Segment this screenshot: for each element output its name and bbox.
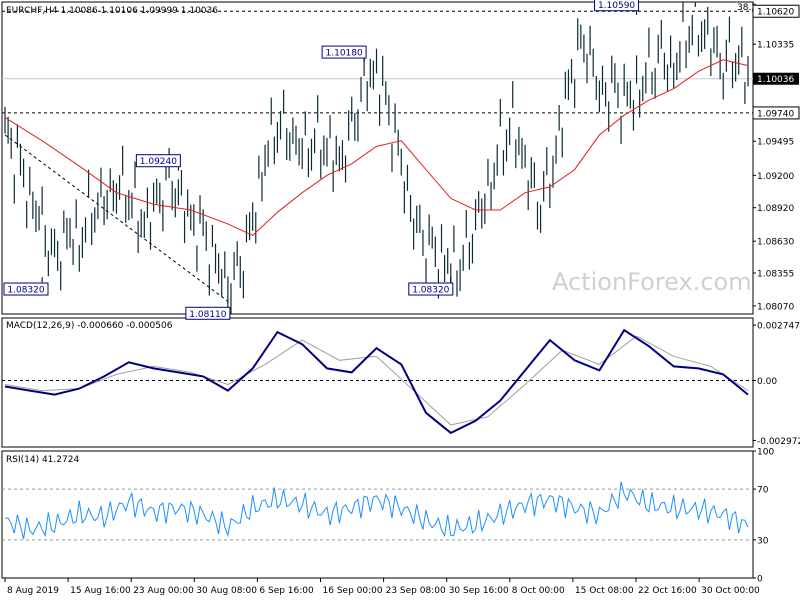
annotation-label: 1.08320: [412, 286, 449, 296]
y-tick-label: 1.08070: [757, 302, 794, 312]
trendline: [4, 134, 229, 302]
current-price-box: [753, 72, 799, 85]
current-price-label: 1.10036: [757, 75, 794, 85]
x-tick-label: 8 Aug 2019: [7, 586, 59, 596]
price-annotation: 1.10590: [594, 0, 640, 15]
y-tick-label: 1.09740: [757, 109, 794, 119]
x-tick-label: 15 Aug 16:00: [70, 586, 131, 596]
macd-panel: [1, 317, 754, 448]
price-annotation: 1.09240: [135, 154, 181, 171]
y-tick-label: 1.08920: [757, 204, 794, 214]
annotation-label: 1.10180: [326, 49, 363, 59]
x-tick-label: 16 Sep 00:00: [323, 586, 383, 596]
annotation-box: [594, 0, 640, 12]
moving-average-line: [4, 59, 749, 236]
rsi-y-label: 30: [757, 536, 769, 546]
x-tick-label: 15 Oct 08:00: [575, 586, 634, 596]
macd-y-label: 0.00: [757, 377, 777, 387]
x-tick-label: 6 Sep 16:00: [259, 586, 314, 596]
x-tick-label: 22 Oct 16:00: [638, 586, 697, 596]
price-annotation: 1.08110: [185, 301, 231, 320]
y-tick-label: 1.10335: [757, 41, 794, 51]
level-label-box: [752, 4, 800, 18]
x-tick-label: 23 Sep 08:00: [386, 586, 446, 596]
annotation-box: [408, 282, 454, 296]
y-tick-label: 1.08630: [757, 238, 794, 248]
macd-signal-line: [4, 335, 749, 426]
macd-y-label: -0.002972: [757, 437, 800, 447]
rsi-y-label: 100: [757, 448, 774, 458]
corner-value: 38.2: [737, 3, 757, 13]
y-tick-label: 1.09495: [757, 138, 794, 148]
x-tick-label: 8 Oct 00:00: [512, 586, 565, 596]
rsi-panel: [1, 450, 754, 579]
annotation-box: [3, 282, 49, 296]
x-tick-label: 30 Sep 16:00: [449, 586, 509, 596]
rsi-y-label: 0: [757, 575, 763, 585]
macd-line: [4, 328, 749, 435]
annotation-box: [185, 306, 231, 320]
price-annotation: 1.08320: [3, 277, 49, 296]
annotation-label: 1.09240: [140, 157, 177, 167]
watermark: ActionForex.com: [552, 268, 752, 296]
y-tick-label: 1.08355: [757, 269, 794, 279]
rsi-y-label: 70: [757, 486, 769, 496]
x-tick-label: 23 Aug 00:00: [133, 586, 194, 596]
x-tick-label: 30 Oct 00:00: [701, 586, 760, 596]
rsi-label: RSI(14) 41.2724: [6, 455, 79, 465]
rsi-line: [4, 481, 749, 540]
annotation-label: 1.08320: [7, 286, 44, 296]
level-label-box: [752, 106, 800, 120]
price-annotation: 1.10180: [321, 45, 367, 63]
price-annotation: 1.08320: [408, 277, 454, 296]
annotation-label: 1.08110: [189, 310, 226, 320]
macd-label: MACD(12,26,9) -0.000660 -0.000506: [6, 321, 173, 331]
macd-y-label: 0.002747: [757, 322, 800, 332]
annotation-box: [321, 45, 367, 59]
price-panel: [1, 1, 754, 315]
annotation-box: [135, 154, 181, 168]
x-tick-label: 30 Aug 08:00: [196, 586, 257, 596]
annotation-label: 1.10590: [598, 1, 635, 11]
y-tick-label: 1.10620: [757, 8, 794, 18]
y-tick-label: 1.09200: [757, 172, 794, 182]
